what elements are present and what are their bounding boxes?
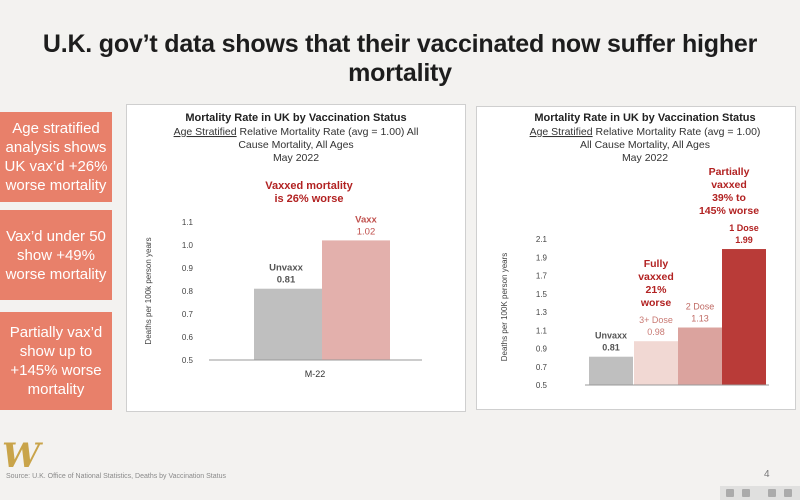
x-tick-label: M-22: [305, 369, 326, 379]
chart-title: Mortality Rate in UK by Vaccination Stat…: [185, 112, 406, 124]
annotation-line: vaxxed: [638, 271, 674, 283]
callout-text: Age stratified analysis shows UK vax’d +…: [4, 120, 108, 194]
bar-value-label: 0.98: [647, 327, 665, 337]
y-tick-label: 1.0: [182, 241, 194, 250]
y-tick-label: 0.7: [536, 363, 548, 372]
callout-box-age-stratified: Age stratified analysis shows UK vax’d +…: [0, 112, 112, 202]
bar-name-label: Vaxx: [355, 214, 377, 225]
chart-subtitle-rest: Relative Mortality Rate (avg = 1.00): [593, 126, 761, 138]
y-tick-label: 1.5: [536, 290, 548, 299]
logo: W: [2, 436, 41, 476]
bar-value-label: 0.81: [602, 343, 620, 353]
source-note: Source: U.K. Office of National Statisti…: [6, 473, 226, 480]
chart-subtitle-line3: May 2022: [622, 152, 668, 164]
page-number: 4: [764, 469, 770, 480]
chart-subtitle-underlined: Age Stratified: [530, 126, 593, 138]
annotation-line: 21%: [645, 284, 667, 296]
bar-3-dose: [634, 341, 678, 385]
callout-box-under-50: Vax’d under 50 show +49% worse mortality: [0, 210, 112, 300]
page-title: U.K. gov’t data shows that their vaccina…: [42, 30, 758, 87]
bar-vaxx: [322, 240, 390, 360]
y-tick-label: 1.1: [536, 326, 548, 335]
callout-box-partially-vaxd: Partially vax’d show up to +145% worse m…: [0, 312, 112, 410]
settings-icon[interactable]: [768, 489, 776, 497]
chart-subtitle-line2: Cause Mortality, All Ages: [238, 139, 353, 151]
annotation-line: 39% to: [712, 192, 746, 204]
annotation-line: 145% worse: [699, 205, 759, 217]
chart-1-svg: Mortality Rate in UK by Vaccination Stat…: [144, 112, 422, 379]
fullscreen-icon[interactable]: [784, 489, 792, 497]
bar-name-label: Unvaxx: [595, 331, 627, 341]
chart-title: Mortality Rate in UK by Vaccination Stat…: [534, 112, 755, 124]
chart-subtitle-rest: Relative Mortality Rate (avg = 1.00) All: [237, 126, 419, 138]
chart-subtitle-underlined: Age Stratified: [174, 126, 237, 138]
bar-value-label: 0.81: [277, 275, 296, 286]
annotation-line: Fully: [644, 258, 669, 270]
y-tick-label: 0.5: [536, 381, 548, 390]
volume-icon[interactable]: [742, 489, 750, 497]
y-tick-label: 0.5: [182, 356, 194, 365]
chart-subtitle-line2: All Cause Mortality, All Ages: [580, 139, 710, 151]
chart-panel-all-vaxx: Mortality Rate in UK by Vaccination Stat…: [126, 104, 466, 412]
bar-name-label: 2 Dose: [686, 302, 715, 312]
annotation-line: vaxxed: [711, 179, 747, 191]
chart-subtitle-line3: May 2022: [273, 152, 319, 164]
y-tick-label: 0.9: [536, 345, 548, 354]
callout-text: Vax’d under 50 show +49% worse mortality: [5, 227, 107, 283]
chart-annotation-line1: Vaxxed mortality: [265, 180, 353, 192]
annotation-line: Partially: [709, 166, 750, 178]
annotation-line: worse: [640, 297, 672, 309]
bar-1-dose: [722, 249, 766, 385]
y-tick-label: 0.7: [182, 310, 194, 319]
y-tick-label: 1.9: [536, 253, 548, 262]
y-tick-label: 0.9: [182, 264, 194, 273]
bar-unvaxx: [589, 356, 633, 385]
y-tick-label: 2.1: [536, 235, 548, 244]
bar-value-label: 1.13: [691, 314, 709, 324]
chart-panel-by-dose: Mortality Rate in UK by Vaccination Stat…: [476, 106, 796, 410]
bars-group: Unvaxx 0.81 3+ Dose 0.98 2 Dose 1.13 1 Dose 1.9…: [589, 223, 766, 385]
play-icon[interactable]: [726, 489, 734, 497]
chart-subtitle-line1: Age Stratified Relative Mortality Rate (…: [174, 126, 419, 138]
chart-subtitle-line1: Age Stratified Relative Mortality Rate (…: [530, 126, 761, 138]
y-tick-label: 1.3: [536, 308, 548, 317]
chart-annotation-line2: is 26% worse: [274, 193, 343, 205]
y-axis-label: Deaths per 100k person years: [144, 237, 153, 344]
y-tick-label: 0.8: [182, 287, 194, 296]
callout-text: Partially vax’d show up to +145% worse m…: [9, 324, 103, 398]
y-tick-label: 1.1: [182, 218, 194, 227]
y-axis-label: Deaths per 100K person years: [500, 253, 509, 362]
bar-name-label: 1 Dose: [729, 223, 759, 233]
chart-2-svg: Mortality Rate in UK by Vaccination Stat…: [500, 112, 769, 390]
video-player-controls[interactable]: [720, 486, 800, 500]
y-tick-label: 1.7: [536, 272, 548, 281]
y-tick-label: 0.6: [182, 333, 194, 342]
bar-value-label: 1.02: [357, 226, 376, 237]
bar-2-dose: [678, 327, 722, 385]
bar-unvaxx: [254, 288, 322, 360]
bar-value-label: 1.99: [735, 235, 753, 245]
bar-name-label: 3+ Dose: [639, 315, 673, 325]
bar-name-label: Unvaxx: [269, 263, 304, 274]
y-axis-ticks: 0.5 0.7 0.9 1.1 1.3 1.5 1.7 1.9 2.1: [536, 235, 548, 390]
y-axis-ticks: 0.5 0.6 0.7 0.8 0.9 1.0 1.1: [182, 218, 194, 365]
